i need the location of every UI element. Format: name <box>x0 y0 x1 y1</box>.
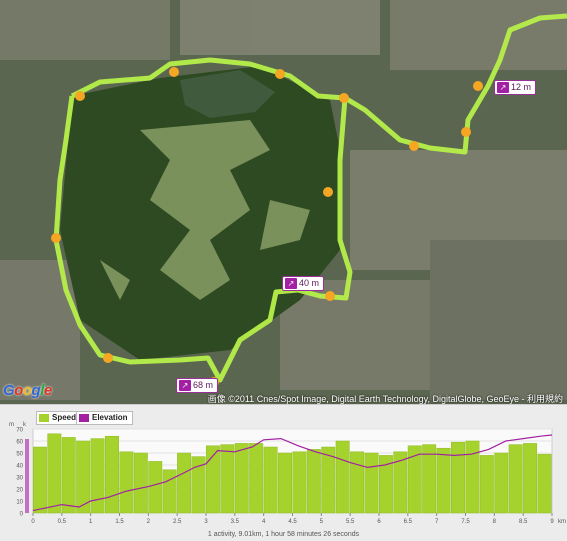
speed-bar <box>148 461 163 514</box>
y-tick-label: 30 <box>16 476 23 482</box>
speed-bar <box>364 452 379 514</box>
speed-bar <box>119 451 134 514</box>
x-tick-label: 5.5 <box>346 519 355 525</box>
elevation-scale-bar <box>25 439 29 513</box>
x-tick-label: 8 <box>493 519 497 525</box>
speed-bar <box>76 440 91 514</box>
speed-bar <box>321 446 336 514</box>
x-tick-label: 6 <box>377 519 381 525</box>
x-tick-label: 7 <box>435 519 439 525</box>
y-tick-label: 60 <box>16 440 23 446</box>
x-unit-label: km <box>558 519 566 525</box>
elevation-badge[interactable]: ↗ 40 m <box>282 276 325 291</box>
speed-bar <box>177 452 192 514</box>
chart-canvas: 0 10 20 30 40 50 60 70m k 0 0.5 1 1.5 2 2.5 3 3.5 4 4.5 5 5.… <box>9 422 566 525</box>
speed-bar <box>32 446 47 514</box>
speed-bar <box>220 444 235 514</box>
speed-bar <box>90 438 105 514</box>
x-tick-label: 1 <box>89 519 93 525</box>
satellite-map[interactable]: ↗ 12 m ↗ 68 m ↗ 40 m Google 画像 ©2011 Cne… <box>0 0 567 404</box>
x-tick-label: 3 <box>204 519 208 525</box>
y-tick-label: 40 <box>16 464 23 470</box>
speed-bar <box>133 452 148 514</box>
speed-bar <box>393 451 408 514</box>
y-tick-label: 10 <box>16 500 23 506</box>
speed-bar <box>249 443 264 514</box>
speed-bar <box>479 455 494 514</box>
route-line <box>53 13 567 383</box>
elevation-icon: ↗ <box>285 278 297 289</box>
pond <box>180 70 275 118</box>
speed-swatch <box>39 414 49 422</box>
y-tick-label: 50 <box>16 452 23 458</box>
speed-bar <box>205 445 220 514</box>
legend-speed[interactable]: Speed <box>36 411 82 425</box>
speed-bar <box>61 437 76 514</box>
speed-bar <box>407 445 422 514</box>
elevation-icon: ↗ <box>179 380 191 391</box>
map-copyright[interactable]: 画像 ©2011 Cnes/Spot Image, Digital Earth … <box>207 394 563 404</box>
km-markers <box>51 67 483 387</box>
x-tick-label: 2 <box>147 519 151 525</box>
elevation-line <box>32 434 553 512</box>
x-tick-label: 9 <box>550 519 554 525</box>
elevation-badge[interactable]: ↗ 12 m <box>494 80 537 95</box>
elevation-badge[interactable]: ↗ 68 m <box>176 378 219 393</box>
x-tick-label: 5 <box>320 519 324 525</box>
elevation-icon: ↗ <box>497 82 509 93</box>
speed-bar <box>537 453 552 514</box>
speed-bar <box>191 456 206 514</box>
speed-bar <box>335 440 350 514</box>
x-tick-label: 4 <box>262 519 266 525</box>
legend-elevation[interactable]: Elevation <box>76 411 133 425</box>
speed-bar <box>494 452 509 514</box>
map-imagery <box>0 0 567 404</box>
speed-bar <box>292 451 307 514</box>
speed-bar <box>436 447 451 514</box>
speed-bar <box>451 441 465 514</box>
speed-bar <box>508 444 523 514</box>
speed-bar <box>422 444 437 514</box>
activity-summary: 1 activity, 9.01km, 1 hour 58 minutes 26… <box>207 531 360 538</box>
y-tick-label: 20 <box>16 488 23 494</box>
y-unit-label-right: k <box>23 422 27 428</box>
y-tick-label: 70 <box>16 428 23 434</box>
speed-bar <box>378 455 393 514</box>
speed-bar <box>234 443 249 514</box>
x-tick-label: 7.5 <box>461 519 470 525</box>
x-tick-label: 6.5 <box>404 519 413 525</box>
speed-bar <box>465 440 480 514</box>
elevation-speed-chart: 0 10 20 30 40 50 60 70 m k 0 0.5 1 1.5 2 2.5 3 3.5 4 4.5 5 5.… <box>0 404 567 541</box>
elevation-swatch <box>79 414 89 422</box>
x-tick-label: 0.5 <box>58 519 67 525</box>
speed-bar <box>306 449 321 514</box>
x-tick-label: 3.5 <box>231 519 240 525</box>
y-unit-label: m <box>9 422 14 428</box>
x-tick-label: 4.5 <box>288 519 297 525</box>
x-tick-label: 8.5 <box>519 519 528 525</box>
speed-bar <box>278 452 292 514</box>
y-tick-label: 0 <box>20 512 24 518</box>
speed-bar <box>523 443 538 514</box>
x-tick-label: 1.5 <box>115 519 124 525</box>
google-logo: Google <box>3 382 52 399</box>
speed-bar <box>105 435 119 514</box>
speed-bar <box>263 446 278 514</box>
speed-bar <box>162 469 177 514</box>
speed-bar <box>47 433 62 514</box>
x-tick-label: 0 <box>31 519 35 525</box>
x-tick-label: 2.5 <box>173 519 182 525</box>
speed-bar <box>350 451 365 514</box>
